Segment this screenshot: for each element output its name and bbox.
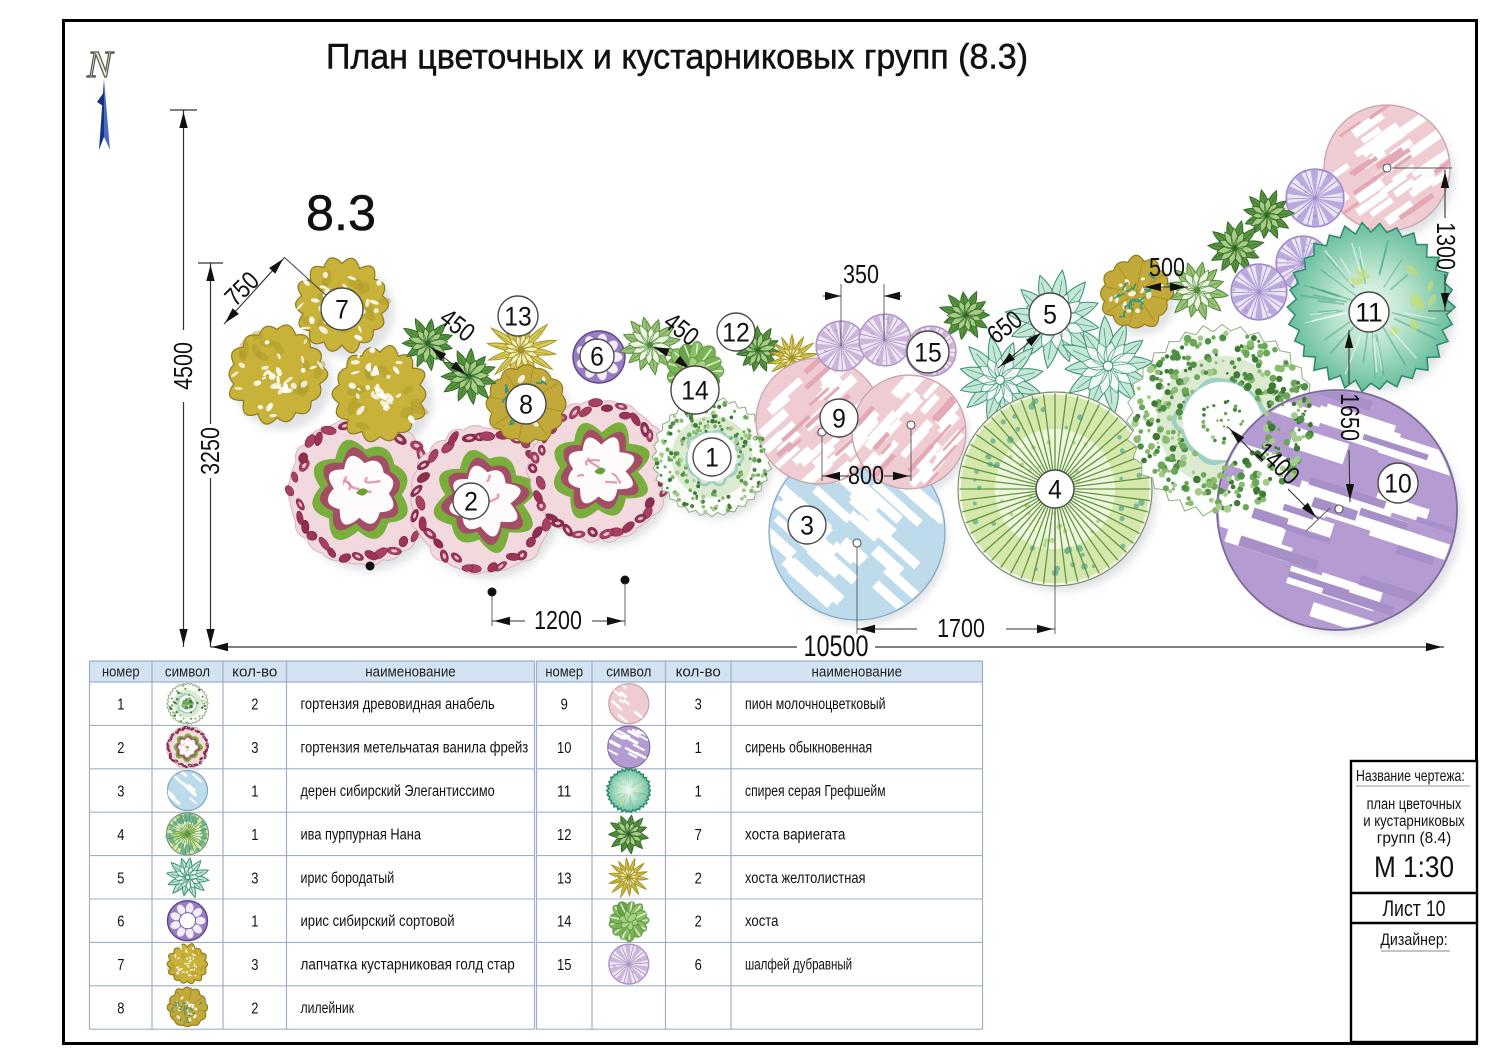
svg-text:Лист 10: Лист 10 [1382,896,1445,921]
svg-text:500: 500 [1149,252,1185,282]
svg-text:ирис бородатый: ирис бородатый [301,870,395,887]
svg-text:3: 3 [117,784,124,801]
svg-text:2: 2 [695,870,702,887]
svg-text:спирея серая Грефшейм: спирея серая Грефшейм [745,783,886,800]
svg-text:10: 10 [557,740,571,757]
svg-text:1650: 1650 [1335,393,1365,441]
svg-text:3250: 3250 [195,427,225,475]
svg-text:13: 13 [504,302,532,332]
svg-text:и кустарниковых: и кустарниковых [1363,813,1465,830]
svg-text:1: 1 [251,914,258,931]
svg-text:11: 11 [557,784,571,801]
svg-text:групп (8.4): групп (8.4) [1377,830,1452,847]
svg-text:хоста: хоста [745,913,779,930]
svg-text:номер: номер [102,665,140,681]
svg-text:350: 350 [843,259,879,289]
svg-text:2: 2 [695,914,702,931]
svg-text:13: 13 [557,870,571,887]
svg-text:4: 4 [1048,475,1062,505]
svg-text:1200: 1200 [534,605,582,635]
svg-text:2: 2 [117,740,124,757]
svg-text:3: 3 [695,697,702,714]
svg-text:9: 9 [832,404,846,434]
svg-text:2: 2 [251,697,258,714]
svg-text:наименование: наименование [365,665,456,681]
svg-text:символ: символ [606,665,651,681]
svg-text:6: 6 [117,914,124,931]
svg-text:кол-во: кол-во [232,665,277,681]
svg-text:7: 7 [117,957,124,974]
svg-text:дерен сибирский Элегантиссимо: дерен сибирский Элегантиссимо [301,783,495,800]
svg-text:2: 2 [464,487,478,517]
svg-text:символ: символ [165,665,210,681]
svg-text:лилейник: лилейник [301,1000,355,1017]
svg-text:1700: 1700 [937,613,985,643]
svg-text:План цветочных и кустарниковых: План цветочных и кустарниковых групп (8.… [326,38,1028,77]
svg-text:наименование: наименование [812,665,903,681]
svg-text:12: 12 [722,318,750,348]
svg-text:9: 9 [561,697,568,714]
svg-text:1: 1 [695,740,702,757]
svg-text:1300: 1300 [1431,222,1461,270]
svg-text:3: 3 [251,870,258,887]
svg-text:15: 15 [557,957,571,974]
svg-text:Дизайнер:: Дизайнер: [1380,930,1447,949]
svg-text:14: 14 [557,914,571,931]
svg-text:10: 10 [1384,469,1412,499]
svg-text:1: 1 [695,784,702,801]
svg-text:сирень обыкновенная: сирень обыкновенная [745,740,872,757]
svg-text:хоста вариегата: хоста вариегата [745,826,846,843]
svg-text:1: 1 [251,827,258,844]
svg-text:1: 1 [251,784,258,801]
svg-text:5: 5 [1043,300,1057,330]
svg-text:номер: номер [545,665,583,681]
svg-text:1: 1 [705,443,719,473]
svg-text:800: 800 [848,460,884,490]
svg-text:пион молочноцветковый: пион молочноцветковый [745,696,886,713]
svg-text:3: 3 [251,957,258,974]
svg-text:лапчатка кустарниковая голд ст: лапчатка кустарниковая голд стар [301,957,515,974]
svg-text:N: N [86,44,115,86]
svg-text:10500: 10500 [804,630,869,663]
svg-text:15: 15 [914,338,942,368]
svg-text:план цветочных: план цветочных [1367,796,1462,813]
svg-text:ива пурпурная Нана: ива пурпурная Нана [301,826,422,843]
svg-text:5: 5 [117,870,124,887]
svg-text:3: 3 [800,511,814,541]
svg-text:М 1:30: М 1:30 [1374,851,1454,884]
svg-text:ирис сибирский сортовой: ирис сибирский сортовой [301,913,455,930]
svg-text:7: 7 [335,295,349,325]
svg-text:8: 8 [117,1001,124,1018]
svg-text:11: 11 [1355,298,1383,328]
svg-text:7: 7 [695,827,702,844]
svg-text:8: 8 [519,390,533,420]
svg-text:12: 12 [557,827,571,844]
svg-text:8.3: 8.3 [306,185,376,241]
svg-text:Название чертежа:: Название чертежа: [1356,768,1465,785]
svg-text:6: 6 [695,957,702,974]
svg-text:шалфей дубравный: шалфей дубравный [745,957,852,974]
svg-text:1: 1 [117,697,124,714]
svg-text:хоста желтолистная: хоста желтолистная [745,870,866,887]
svg-text:6: 6 [590,342,604,372]
svg-text:4: 4 [117,827,124,844]
svg-text:гортензия метельчатая ванила ф: гортензия метельчатая ванила фрейз [301,740,529,757]
svg-text:4500: 4500 [168,342,198,390]
svg-text:кол-во: кол-во [676,665,721,681]
svg-text:14: 14 [681,376,709,406]
svg-text:3: 3 [251,740,258,757]
svg-text:2: 2 [251,1001,258,1018]
svg-text:гортензия древовидная анабель: гортензия древовидная анабель [301,696,495,713]
